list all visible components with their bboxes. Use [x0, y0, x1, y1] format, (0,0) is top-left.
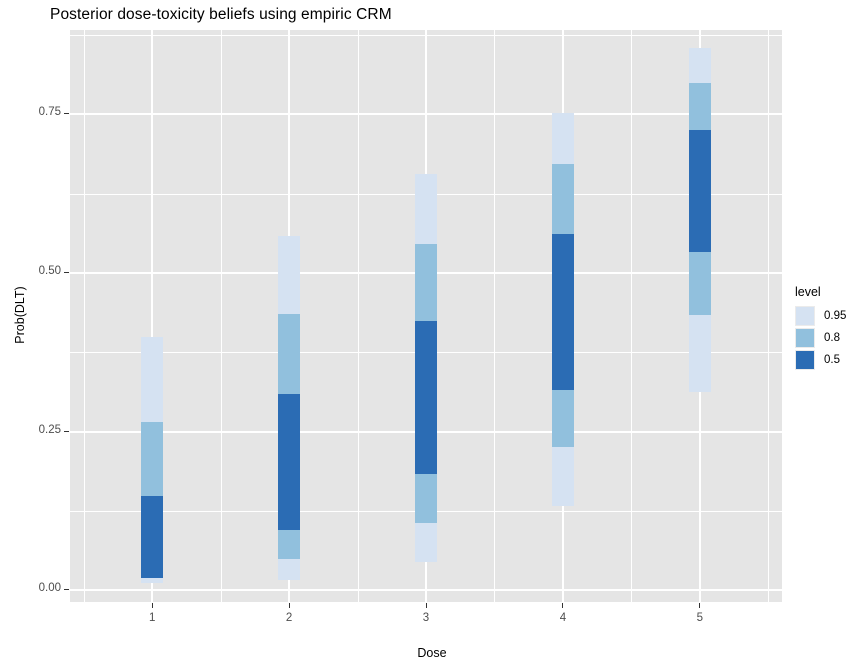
interval-bar-dose-2: [278, 30, 301, 602]
y-axis-label: Prob(DLT): [13, 286, 27, 344]
y-tick-label: 0.75: [38, 106, 61, 119]
gridline-x-minor: [494, 30, 496, 602]
legend-title: level: [795, 285, 821, 299]
interval-50-segment: [141, 496, 164, 578]
y-tick-label: 0.50: [38, 265, 61, 277]
x-tick-label: 1: [148, 612, 156, 624]
interval-bar-dose-3: [415, 30, 437, 602]
y-tick-mark: [64, 589, 69, 591]
x-tick-label: 4: [559, 612, 567, 624]
interval-50-segment: [278, 394, 301, 530]
y-tick-mark: [64, 272, 69, 273]
interval-bar-dose-5: [688, 30, 711, 602]
legend-item-0.5[interactable]: 0.5: [795, 349, 864, 370]
legend-swatch-icon: [796, 350, 814, 369]
legend-key: [795, 305, 815, 326]
gridline-x-minor: [220, 30, 222, 602]
x-tick-mark: [699, 603, 701, 608]
legend-item-0.95[interactable]: 0.95: [795, 305, 864, 326]
interval-50-segment: [415, 320, 437, 474]
x-tick-label: 5: [696, 612, 704, 624]
y-tick-mark: [64, 430, 69, 432]
legend-items: 0.95 0.8 0.5: [795, 305, 864, 370]
x-tick-mark: [425, 603, 427, 608]
interval-bar-dose-1: [141, 30, 164, 602]
x-tick-label: 3: [422, 612, 430, 624]
x-tick-mark: [151, 603, 153, 608]
legend-key: [795, 327, 815, 348]
page-title: Posterior dose-toxicity beliefs using em…: [50, 6, 392, 23]
legend: level 0.95 0.8 0.5: [795, 285, 864, 371]
legend-item-0.8[interactable]: 0.8: [795, 327, 864, 348]
legend-label: 0.8: [824, 331, 840, 344]
legend-label: 0.95: [824, 309, 847, 322]
legend-swatch-icon: [796, 328, 814, 347]
gridline-x-minor: [768, 30, 770, 602]
interval-50-segment: [688, 130, 711, 253]
legend-label: 0.5: [824, 353, 840, 366]
y-tick-mark: [64, 113, 69, 115]
legend-key: [795, 349, 815, 370]
gridline-x-minor: [631, 30, 633, 602]
x-tick-mark: [562, 603, 564, 608]
y-tick-label: 0.00: [38, 582, 61, 595]
x-tick-label: 2: [285, 612, 293, 624]
y-tick-label: 0.25: [38, 423, 61, 436]
x-tick-mark: [288, 603, 290, 608]
gridline-x-minor: [83, 30, 85, 602]
plot-panel: [70, 30, 782, 602]
x-axis-label: Dose: [417, 646, 447, 660]
legend-swatch-icon: [796, 306, 814, 325]
gridline-x-major: [151, 30, 154, 602]
gridline-x-minor: [357, 30, 359, 602]
interval-50-segment: [551, 233, 574, 390]
interval-bar-dose-4: [551, 30, 574, 602]
